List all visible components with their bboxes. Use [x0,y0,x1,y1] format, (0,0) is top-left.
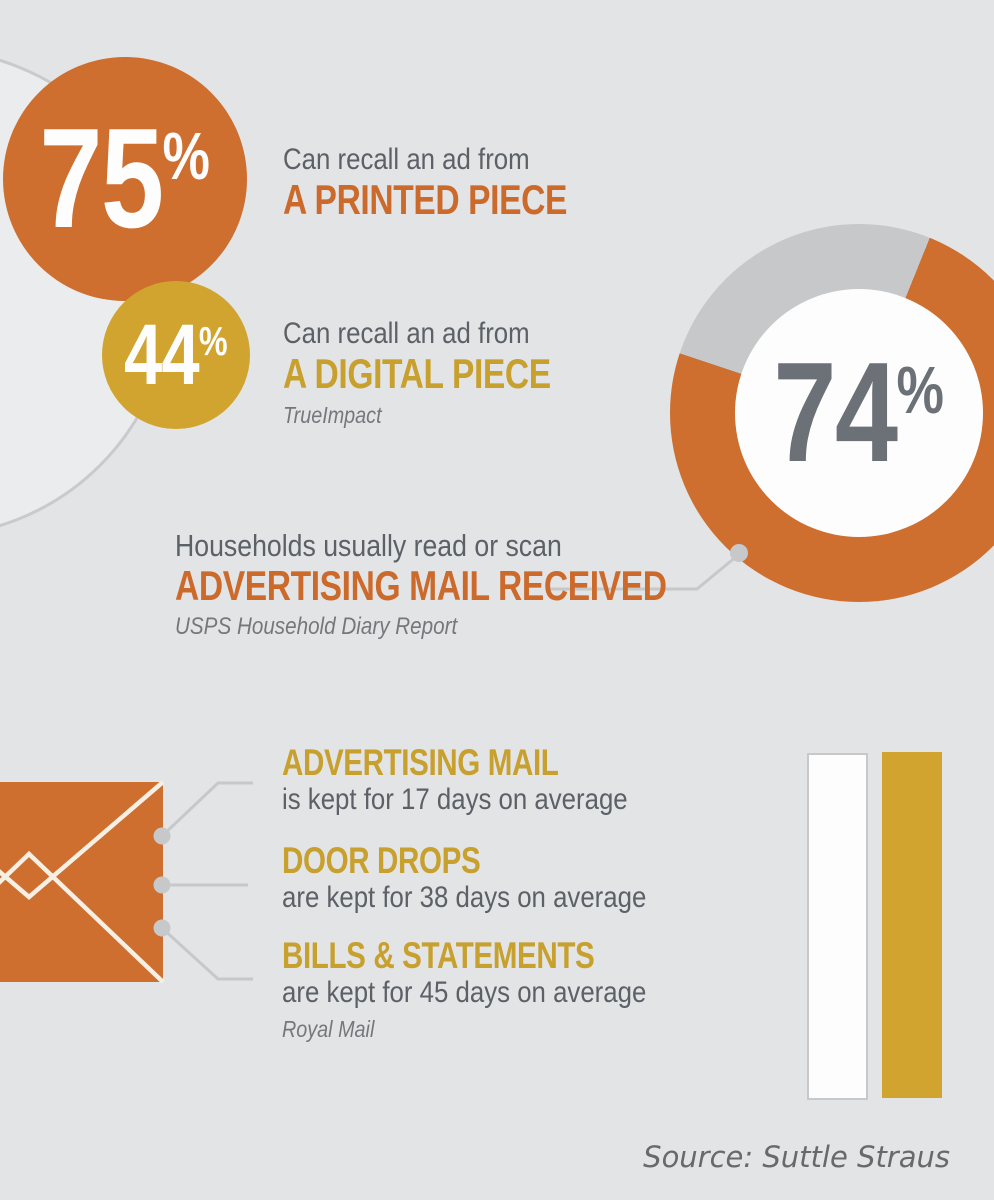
readership-label: Households usually read or scan ADVERTIS… [175,527,789,642]
retention-title: ADVERTISING MAIL [282,742,559,783]
readership-source: USPS Household Diary Report [175,613,458,640]
print-recall-value: 75% [39,99,211,258]
readership-donut-chart: 74% [670,224,994,602]
readership-line1: Households usually read or scan [175,528,562,563]
retention-body: are kept for 38 days on average [282,881,647,914]
digital-recall-bubble: 44% [102,281,250,429]
retention-body: is kept for 17 days on average [282,783,628,816]
readership-value: 74% [773,333,945,492]
donut-hole: 74% [735,289,983,537]
readership-line2: ADVERTISING MAIL RECEIVED [175,562,667,609]
digital-recall-line2: A DIGITAL PIECE [283,350,551,397]
retention-item-door-drops: DOOR DROPS are kept for 38 days on avera… [282,841,706,915]
bar-white [807,753,868,1100]
print-recall-line2: A PRINTED PIECE [283,176,567,223]
footer-source: Source: Suttle Straus [643,1140,950,1174]
retention-title: DOOR DROPS [282,840,481,881]
envelope-icon [0,780,165,984]
bar-gold [882,752,942,1098]
digital-recall-source: TrueImpact [283,402,382,428]
retention-item-advertising-mail: ADVERTISING MAIL is kept for 17 days on … [282,743,684,817]
digital-recall-line1: Can recall an ad from [283,317,530,350]
percent-sign: % [896,353,945,428]
envelope-connector-lines [160,781,253,981]
retention-title: BILLS & STATEMENTS [282,935,595,976]
print-recall-label: Can recall an ad from A PRINTED PIECE [283,141,638,222]
envelope-connector-dots [153,827,171,937]
retention-item-bills-statements: BILLS & STATEMENTS are kept for 45 days … [282,936,706,1044]
percent-sign: % [162,119,211,194]
print-recall-line1: Can recall an ad from [283,143,530,176]
percent-sign: % [199,317,228,364]
retention-body: are kept for 45 days on average [282,976,647,1009]
digital-recall-value: 44% [124,307,228,403]
digital-recall-label: Can recall an ad from A DIGITAL PIECE Tr… [283,315,618,430]
retention-source: Royal Mail [282,1016,375,1042]
print-recall-bubble: 75% [3,57,247,301]
